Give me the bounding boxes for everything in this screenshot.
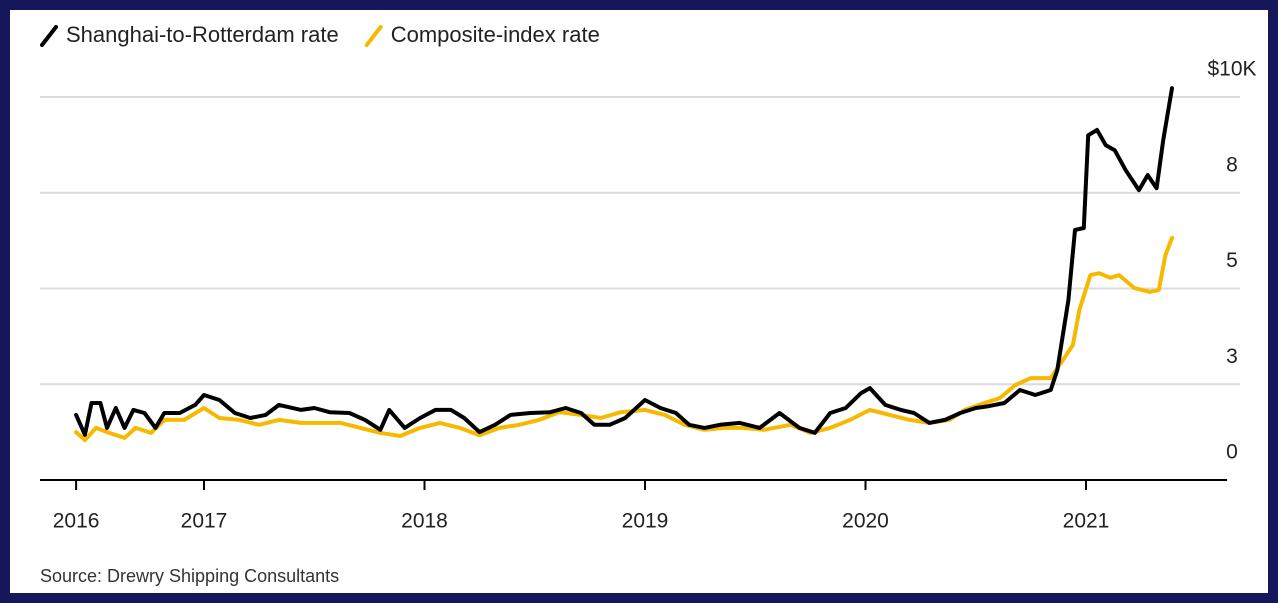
y-tick-label: 3	[1226, 345, 1238, 368]
x-tick-label: 2020	[842, 510, 889, 533]
x-tick-label: 2018	[401, 510, 448, 533]
legend-label: Shanghai-to-Rotterdam rate	[66, 22, 339, 47]
y-tick-label: $10K	[1207, 58, 1256, 81]
legend-label: Composite-index rate	[391, 22, 600, 47]
x-tick-label: 2021	[1063, 510, 1110, 533]
series-line	[74, 86, 1174, 437]
x-tick-label: 2019	[622, 510, 669, 533]
series-line	[74, 235, 1174, 443]
legend-swatch	[364, 25, 383, 47]
x-tick-label: 2016	[53, 510, 100, 533]
y-tick-label: 0	[1226, 441, 1238, 464]
y-tick-label: 5	[1226, 249, 1238, 272]
legend-swatch	[40, 25, 58, 47]
x-tick-label: 2017	[181, 510, 228, 533]
y-tick-label: 8	[1226, 153, 1238, 176]
source-note: Source: Drewry Shipping Consultants	[40, 566, 339, 586]
chart-background	[10, 10, 1268, 593]
